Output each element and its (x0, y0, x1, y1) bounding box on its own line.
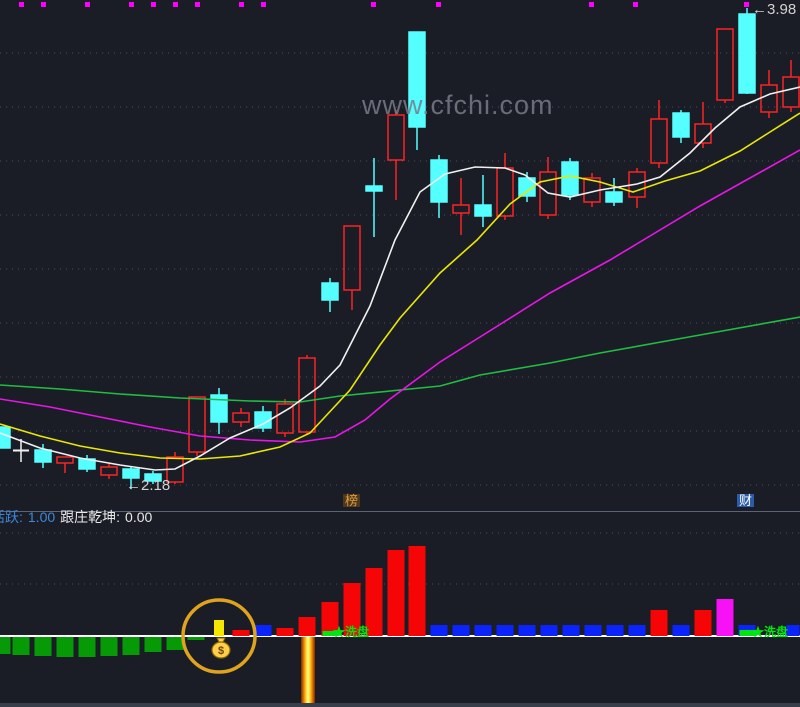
indicator-genzhuang-label: 跟庄乾坤: (60, 509, 121, 525)
bottom-scroll-strip[interactable] (0, 703, 800, 707)
watermark: www.cfchi.com (362, 90, 554, 120)
money-bag-icon: $ (211, 637, 231, 659)
wash-signal-label-left: ★洗盘 (333, 625, 370, 639)
svg-text:$: $ (218, 645, 224, 657)
indicator-genzhuang-value: 0.00 (125, 509, 153, 525)
indicator-active-value: 1.00 (27, 509, 56, 525)
tab-cai[interactable]: 财 (737, 493, 755, 508)
high-price-annotation: ←3.98 (752, 1, 797, 18)
low-price-annotation: ←2.18 (126, 477, 171, 494)
indicator-active-label: 活跃: (0, 509, 23, 525)
wash-signal-label-right: ★洗盘 (752, 625, 789, 639)
panel-divider (0, 511, 800, 512)
indicator-readout-row: 活跃:1.00 跟庄乾坤:0.00 (0, 510, 152, 524)
tab-bang[interactable]: 榜 (343, 493, 361, 508)
